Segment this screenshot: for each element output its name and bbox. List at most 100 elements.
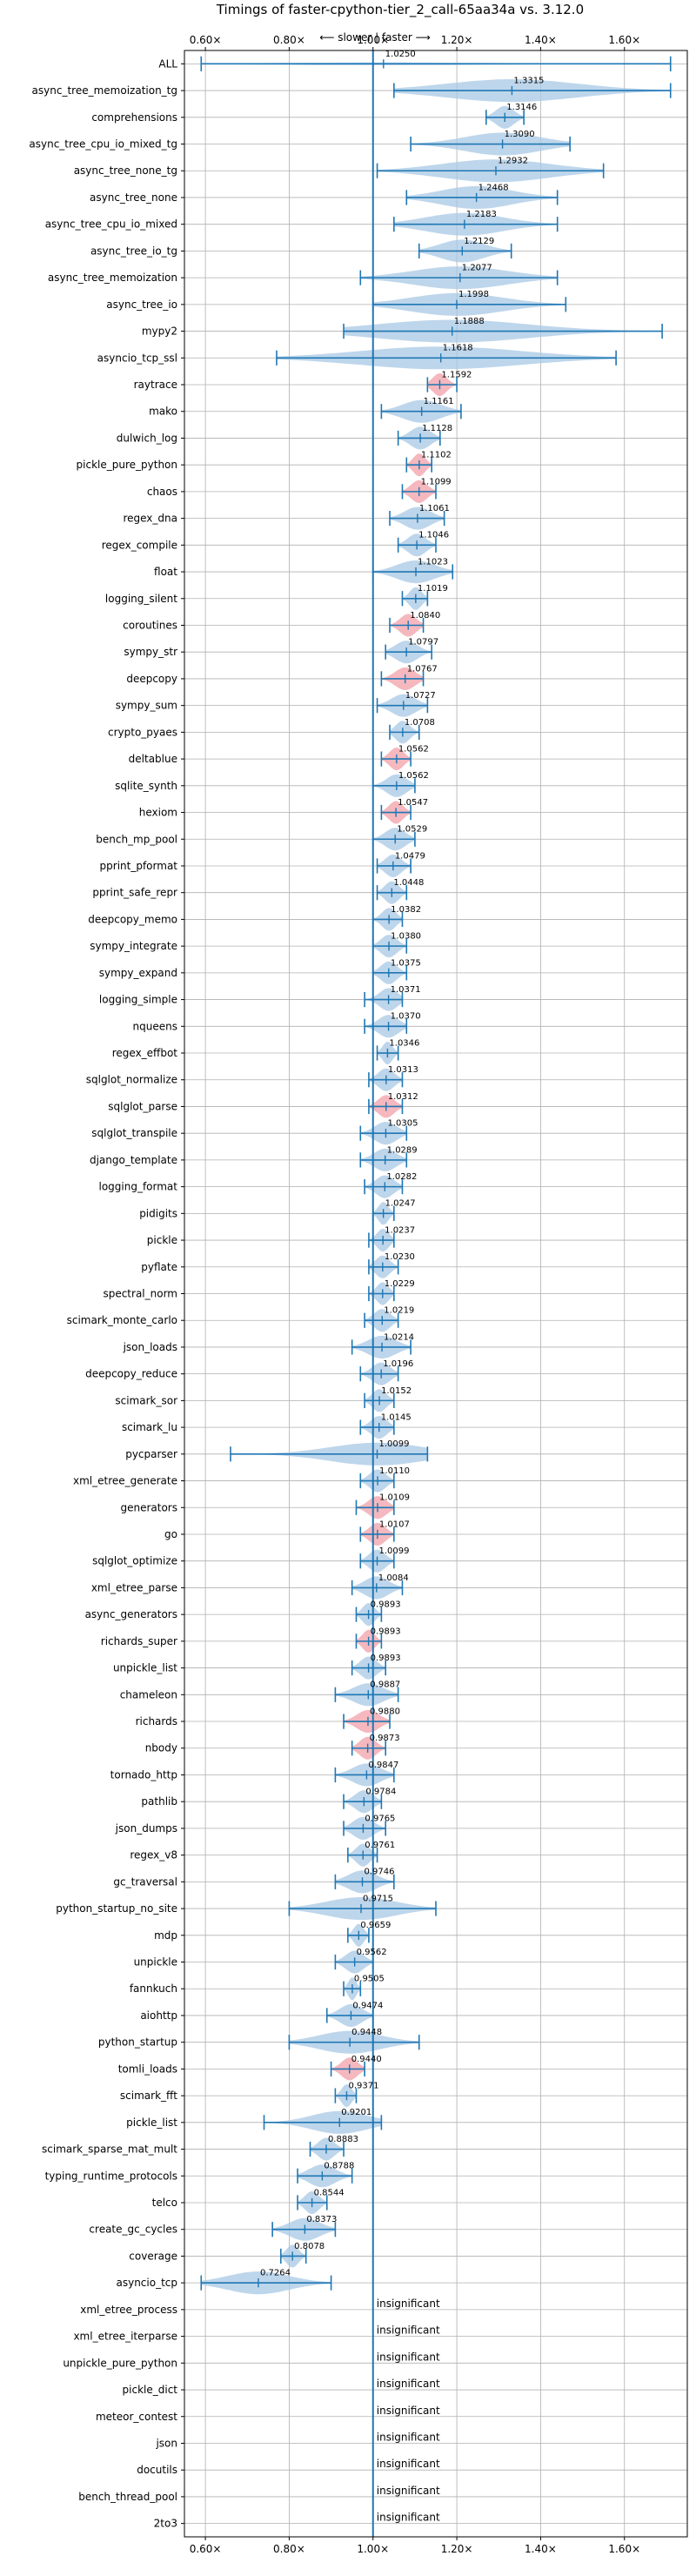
value-label: 0.9659 — [360, 1921, 391, 1930]
value-label: 1.3315 — [513, 76, 544, 85]
benchmark-label: pathlib — [141, 1795, 177, 1808]
benchmark-label: chameleon — [120, 1688, 177, 1701]
benchmark-label: async_tree_cpu_io_mixed — [45, 218, 177, 231]
value-label: 1.3090 — [505, 130, 535, 139]
direction-label: ⟵ slower | faster ⟶ — [319, 31, 431, 44]
value-label: 1.1046 — [418, 531, 449, 540]
benchmark-label: unpickle_list — [113, 1662, 177, 1674]
value-label: 1.0371 — [391, 985, 421, 995]
x-tick-label-bottom: 1.00× — [357, 2543, 389, 2555]
benchmark-label: sympy_integrate — [90, 940, 177, 952]
benchmark-label: sqlglot_normalize — [86, 1074, 177, 1086]
value-label: 0.9893 — [371, 1600, 401, 1610]
value-label: 1.1023 — [418, 557, 448, 567]
benchmark-label: sqlglot_parse — [108, 1100, 177, 1112]
benchmark-label: async_tree_none_tg — [74, 164, 177, 177]
benchmark-label: python_startup_no_site — [56, 1902, 177, 1915]
value-label: 1.0152 — [381, 1386, 412, 1396]
value-label: 1.0708 — [405, 718, 435, 728]
benchmark-label: scimark_lu — [122, 1421, 177, 1433]
benchmark-label: aiohttp — [140, 2009, 177, 2022]
value-label: 1.0448 — [393, 878, 424, 888]
value-label: 1.0562 — [398, 771, 429, 781]
value-label: 0.9371 — [348, 2082, 378, 2091]
benchmark-label: scimark_fft — [120, 2090, 177, 2102]
benchmark-label: raytrace — [134, 379, 177, 391]
benchmark-label: nqueens — [133, 1020, 177, 1032]
plot-frame — [184, 50, 688, 2538]
benchmark-label: docutils — [137, 2464, 177, 2476]
benchmark-label: fannkuch — [130, 1982, 177, 1995]
value-label: 1.2932 — [498, 157, 528, 166]
value-label: 1.0305 — [387, 1119, 418, 1129]
benchmark-label: regex_compile — [102, 539, 177, 551]
value-label: 1.1102 — [421, 451, 452, 460]
value-label: 1.0099 — [379, 1439, 410, 1449]
benchmark-label: hexiom — [139, 807, 177, 819]
benchmark-label: crypto_pyaes — [108, 726, 177, 738]
benchmark-label: pickle_dict — [123, 2384, 178, 2396]
value-label: 0.9765 — [365, 1814, 395, 1823]
benchmark-label: coverage — [129, 2250, 177, 2262]
benchmark-label: python_startup — [98, 2036, 177, 2049]
benchmark-label: spectral_norm — [103, 1288, 177, 1300]
value-label: 1.0107 — [379, 1519, 410, 1529]
benchmark-label: bench_mp_pool — [96, 833, 177, 845]
benchmark-label: telco — [152, 2197, 177, 2209]
benchmark-label: regex_dna — [123, 513, 177, 525]
value-label: 1.0282 — [386, 1172, 417, 1182]
value-label: 0.8373 — [306, 2215, 337, 2224]
value-label: 0.8078 — [294, 2242, 325, 2251]
value-label: 1.0084 — [378, 1573, 409, 1583]
value-label: 1.0370 — [391, 1012, 421, 1022]
value-label: 0.9746 — [365, 1868, 395, 1877]
value-label: 1.0380 — [391, 932, 421, 942]
value-label: 1.0797 — [408, 638, 438, 647]
label-layer: 0.60× 0.60× 0.80× 0.80× 1.00× 1.00× 1.20× 1.20×… — [29, 34, 640, 2555]
benchmark-label: unpickle — [134, 1956, 177, 1969]
value-label: 1.0289 — [387, 1145, 418, 1155]
value-label: 1.0145 — [381, 1413, 412, 1423]
benchmark-label: unpickle_pure_python — [63, 2357, 177, 2369]
benchmark-label: xml_etree_process — [80, 2304, 177, 2316]
benchmark-label: scimark_monte_carlo — [67, 1314, 177, 1326]
value-label: 1.1061 — [419, 504, 450, 513]
value-label: 1.1099 — [421, 477, 452, 486]
value-label: 1.1592 — [441, 370, 472, 379]
insignificant-label: insignificant — [377, 2298, 440, 2310]
benchmark-label: pickle_list — [126, 2116, 177, 2129]
benchmark-label: chaos — [147, 486, 177, 498]
benchmark-label: xml_etree_parse — [91, 1581, 177, 1593]
insignificant-label: insignificant — [377, 2405, 440, 2417]
benchmark-label: sympy_str — [124, 646, 177, 658]
value-label: 1.2129 — [464, 237, 494, 246]
benchmark-label: coroutines — [123, 619, 177, 631]
value-label: 1.0529 — [397, 825, 427, 835]
value-label: 0.9474 — [352, 2001, 383, 2010]
value-label: 0.8544 — [314, 2188, 345, 2197]
benchmark-label: deltablue — [129, 753, 177, 765]
benchmark-label: deepcopy_reduce — [85, 1368, 177, 1380]
value-label: 0.7264 — [260, 2269, 291, 2278]
insignificant-label: insignificant — [377, 2431, 440, 2443]
value-label: 1.0196 — [383, 1359, 413, 1369]
value-label: 1.3146 — [506, 103, 537, 112]
benchmark-label: mako — [149, 406, 177, 418]
value-label: 1.0219 — [384, 1306, 414, 1316]
value-label: 0.9201 — [341, 2108, 371, 2117]
insignificant-label: insignificant — [377, 2512, 440, 2524]
benchmark-label: asyncio_tcp — [116, 2277, 177, 2289]
value-label: 1.1618 — [443, 344, 473, 353]
value-label: 1.0237 — [385, 1225, 415, 1235]
x-tick-label-top: 0.60× — [190, 34, 222, 46]
insignificant-label: insignificant — [377, 2458, 440, 2470]
benchmark-label: async_tree_io — [106, 299, 177, 311]
value-label: 1.1998 — [458, 290, 489, 299]
benchmark-label: pyflate — [141, 1261, 177, 1273]
x-tick-label-top: 1.60× — [608, 34, 640, 46]
value-label: 1.0382 — [391, 905, 421, 915]
benchmark-label: sqlglot_transpile — [91, 1127, 177, 1139]
value-label: 1.1161 — [424, 397, 454, 406]
